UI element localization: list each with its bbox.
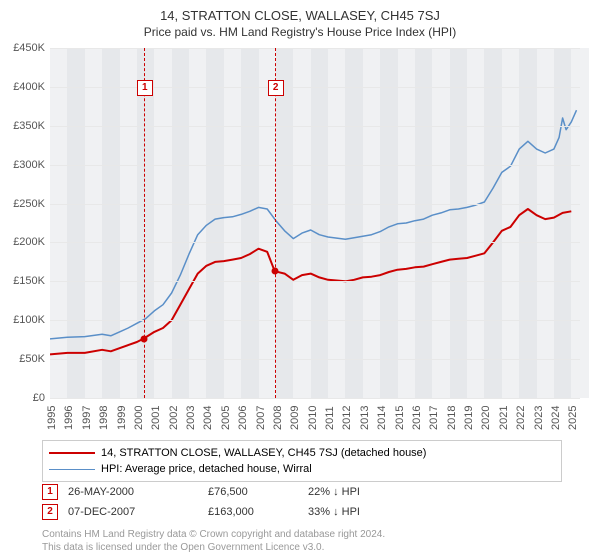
x-tick-label: 2004 <box>202 406 214 430</box>
table-row: 1 26-MAY-2000 £76,500 22% ↓ HPI <box>42 482 562 502</box>
x-tick-label: 2025 <box>567 406 579 430</box>
legend: 14, STRATTON CLOSE, WALLASEY, CH45 7SJ (… <box>42 440 562 482</box>
x-tick-label: 2019 <box>463 406 475 430</box>
gridline <box>50 281 580 282</box>
legend-label: 14, STRATTON CLOSE, WALLASEY, CH45 7SJ (… <box>101 445 426 461</box>
legend-label: HPI: Average price, detached house, Wirr… <box>101 461 312 477</box>
x-tick-label: 2009 <box>289 406 301 430</box>
x-tick-label: 2012 <box>341 406 353 430</box>
x-tick-label: 2018 <box>446 406 458 430</box>
chart-title: 14, STRATTON CLOSE, WALLASEY, CH45 7SJ <box>0 0 600 23</box>
sale-dot <box>271 268 278 275</box>
gridline <box>50 242 580 243</box>
y-tick-label: £50K <box>0 353 45 365</box>
x-tick-label: 2013 <box>359 406 371 430</box>
table-row: 2 07-DEC-2007 £163,000 33% ↓ HPI <box>42 502 562 522</box>
x-tick-label: 1998 <box>98 406 110 430</box>
sale-marker-label: 1 <box>137 80 153 96</box>
gridline <box>50 320 580 321</box>
x-tick-label: 2015 <box>394 406 406 430</box>
gridline <box>50 126 580 127</box>
footer-line: This data is licensed under the Open Gov… <box>42 541 385 554</box>
legend-swatch <box>49 469 95 470</box>
sale-price: £76,500 <box>208 486 308 498</box>
x-tick-label: 1999 <box>116 406 128 430</box>
sale-marker-label: 2 <box>268 80 284 96</box>
y-tick-label: £150K <box>0 275 45 287</box>
x-tick-label: 2003 <box>185 406 197 430</box>
x-tick-label: 2023 <box>533 406 545 430</box>
x-tick-label: 2011 <box>324 406 336 430</box>
footer: Contains HM Land Registry data © Crown c… <box>42 528 385 554</box>
chart-subtitle: Price paid vs. HM Land Registry's House … <box>0 23 600 43</box>
x-tick-label: 2008 <box>272 406 284 430</box>
chart-area: £0£50K£100K£150K£200K£250K£300K£350K£400… <box>50 48 580 398</box>
y-tick-label: £100K <box>0 314 45 326</box>
sale-delta: 22% ↓ HPI <box>308 486 428 498</box>
x-tick-label: 1996 <box>63 406 75 430</box>
chart-container: 14, STRATTON CLOSE, WALLASEY, CH45 7SJ P… <box>0 0 600 560</box>
x-tick-label: 2014 <box>376 406 388 430</box>
x-axis: 1995199619971998199920002001200220032004… <box>50 398 580 438</box>
x-tick-label: 1997 <box>81 406 93 430</box>
plot: £0£50K£100K£150K£200K£250K£300K£350K£400… <box>50 48 581 398</box>
plot-svg <box>50 48 580 398</box>
x-tick-label: 2022 <box>515 406 527 430</box>
gridline <box>50 48 580 49</box>
x-tick-label: 2017 <box>428 406 440 430</box>
gridline <box>50 359 580 360</box>
sale-delta: 33% ↓ HPI <box>308 506 428 518</box>
footer-line: Contains HM Land Registry data © Crown c… <box>42 528 385 541</box>
x-tick-label: 2010 <box>307 406 319 430</box>
sale-marker: 2 <box>42 504 58 520</box>
y-tick-label: £200K <box>0 236 45 248</box>
sales-table: 1 26-MAY-2000 £76,500 22% ↓ HPI 2 07-DEC… <box>42 482 562 522</box>
sale-dot <box>140 335 147 342</box>
sale-vline <box>144 48 145 398</box>
legend-swatch <box>49 452 95 454</box>
y-tick-label: £350K <box>0 120 45 132</box>
legend-item: HPI: Average price, detached house, Wirr… <box>49 461 555 477</box>
x-tick-label: 2007 <box>255 406 267 430</box>
y-tick-label: £250K <box>0 198 45 210</box>
sale-marker: 1 <box>42 484 58 500</box>
sale-date: 07-DEC-2007 <box>68 506 208 518</box>
x-tick-label: 2005 <box>220 406 232 430</box>
y-tick-label: £450K <box>0 42 45 54</box>
x-tick-label: 2000 <box>133 406 145 430</box>
y-tick-label: £300K <box>0 159 45 171</box>
x-tick-label: 2021 <box>498 406 510 430</box>
gridline <box>50 165 580 166</box>
gridline <box>50 204 580 205</box>
y-tick-label: £400K <box>0 81 45 93</box>
x-tick-label: 2006 <box>237 406 249 430</box>
sale-date: 26-MAY-2000 <box>68 486 208 498</box>
gridline <box>50 87 580 88</box>
x-tick-label: 2016 <box>411 406 423 430</box>
legend-item: 14, STRATTON CLOSE, WALLASEY, CH45 7SJ (… <box>49 445 555 461</box>
sale-price: £163,000 <box>208 506 308 518</box>
x-tick-label: 1995 <box>46 406 58 430</box>
x-tick-label: 2020 <box>480 406 492 430</box>
series-line <box>50 110 577 339</box>
sale-vline <box>275 48 276 398</box>
x-tick-label: 2002 <box>168 406 180 430</box>
x-tick-label: 2001 <box>150 406 162 430</box>
y-tick-label: £0 <box>0 392 45 404</box>
x-tick-label: 2024 <box>550 406 562 430</box>
